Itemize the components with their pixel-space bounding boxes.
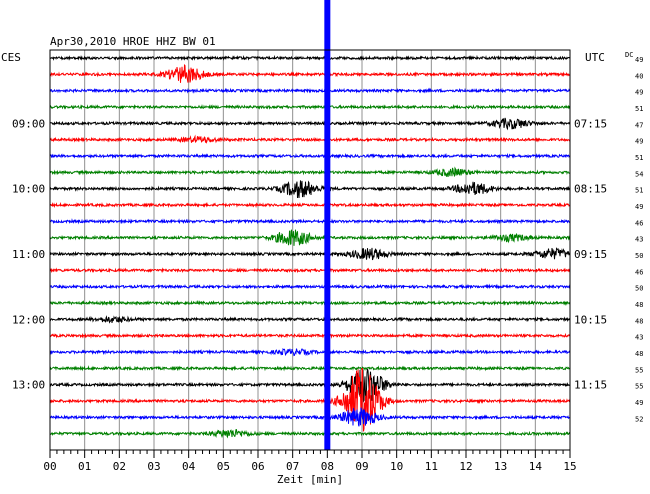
plot-frame — [49, 49, 571, 451]
trace-line — [49, 180, 570, 199]
trace-line — [49, 201, 571, 209]
x-tick-label: 04 — [182, 460, 196, 473]
left-timezone-label: CES — [1, 51, 21, 64]
dc-value: 48 — [635, 350, 643, 358]
right-time-label: 09:15 — [574, 248, 607, 261]
dc-value: 43 — [635, 236, 643, 244]
right-time-label: 07:15 — [574, 117, 607, 130]
dc-value: 46 — [635, 219, 643, 227]
trace-line — [49, 267, 571, 274]
dc-value: 54 — [635, 170, 643, 178]
x-tick-label: 00 — [43, 460, 56, 473]
dc-value: 48 — [635, 301, 643, 309]
dc-value: 55 — [635, 383, 643, 391]
trace-line — [49, 315, 571, 324]
chart-title: Apr30,2010 HROE HHZ BW 01 — [50, 35, 216, 48]
dc-value: 48 — [635, 317, 643, 325]
x-tick-label: 14 — [529, 460, 543, 473]
dc-value: 47 — [635, 121, 643, 129]
dc-value: 55 — [635, 366, 643, 374]
x-tick-label: 11 — [425, 460, 438, 473]
right-time-label: 10:15 — [574, 313, 607, 326]
grid — [84, 50, 536, 450]
dc-value: 43 — [635, 334, 643, 342]
trace-line — [49, 429, 571, 439]
x-tick-label: 15 — [563, 460, 576, 473]
trace-line — [49, 347, 571, 357]
trace-line — [49, 166, 571, 177]
trace-line — [49, 63, 571, 83]
dc-value: 49 — [635, 89, 643, 97]
trace-line — [49, 229, 571, 246]
dc-value: 50 — [635, 252, 643, 260]
dc-header-label: DC — [625, 51, 633, 59]
x-tick-label: 08 — [321, 460, 334, 473]
trace-line — [49, 365, 571, 372]
trace-line — [49, 54, 571, 62]
trace-line — [49, 152, 571, 160]
left-time-label: 12:00 — [12, 313, 45, 326]
x-axis-title: Zeit [min] — [277, 473, 343, 486]
x-tick-label: 13 — [494, 460, 507, 473]
trace-line — [49, 104, 571, 111]
trace-line — [49, 368, 571, 404]
x-tick-label: 03 — [147, 460, 160, 473]
x-tick-label: 10 — [390, 460, 403, 473]
right-timezone-label: UTC — [585, 51, 605, 64]
dc-value: 49 — [635, 399, 643, 407]
left-time-label: 09:00 — [12, 117, 45, 130]
trace-line — [49, 87, 571, 94]
dc-values: 49 40 49 51 47 49 51 54 51 49 46 43 50 46 50 48 48 43 48 55… — [635, 56, 643, 423]
dc-value: 51 — [635, 187, 643, 195]
time-labels: 09:00 10:00 11:00 12:00 13:00 07:15 08:15 09:15… — [12, 117, 607, 391]
right-time-label: 11:15 — [574, 379, 607, 392]
dc-value: 50 — [635, 285, 643, 293]
dc-value: 51 — [635, 105, 643, 113]
left-time-label: 10:00 — [12, 183, 45, 196]
x-tick-label: 02 — [113, 460, 126, 473]
trace-line — [49, 283, 571, 290]
trace-line — [49, 134, 571, 144]
trace-line — [49, 368, 571, 432]
x-tick-label: 09 — [355, 460, 368, 473]
trace-line — [49, 332, 571, 339]
seismogram-traces — [49, 54, 571, 439]
x-tick-label: 05 — [217, 460, 230, 473]
dc-value: 49 — [635, 56, 643, 64]
x-tick-label: 07 — [286, 460, 299, 473]
trace-line — [49, 407, 571, 427]
right-time-label: 08:15 — [574, 183, 607, 196]
dc-value: 40 — [635, 72, 643, 80]
x-tick-label: 06 — [251, 460, 264, 473]
dc-value: 52 — [635, 415, 643, 423]
trace-line — [49, 299, 571, 307]
x-tick-label: 01 — [78, 460, 91, 473]
x-axis: 00 01 02 03 04 05 06 07 08 09 10 11 12 13 14 15 — [43, 450, 577, 473]
trace-line — [49, 117, 571, 131]
dc-value: 49 — [635, 203, 643, 211]
left-time-label: 13:00 — [12, 379, 45, 392]
left-time-label: 11:00 — [12, 248, 45, 261]
dc-value: 49 — [635, 138, 643, 146]
trace-line — [49, 247, 571, 261]
dc-value: 51 — [635, 154, 643, 162]
x-tick-label: 12 — [459, 460, 472, 473]
time-marker-bar — [324, 0, 331, 450]
trace-line — [49, 218, 571, 225]
dc-value: 46 — [635, 268, 643, 276]
